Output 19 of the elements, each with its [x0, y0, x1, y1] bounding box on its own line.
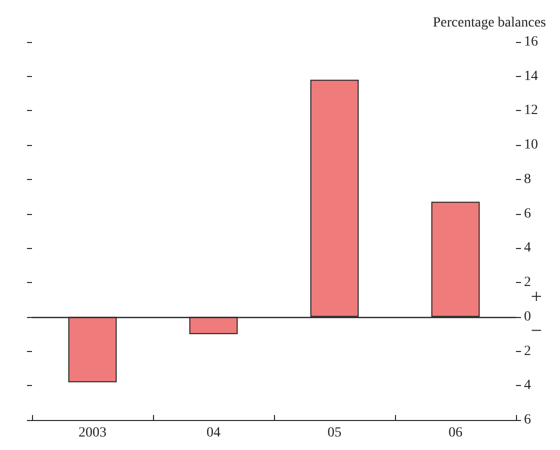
- x-tick-label: 04: [206, 426, 220, 440]
- x-tick-label: 2003: [78, 426, 106, 440]
- y-tick-label: 2: [524, 344, 531, 359]
- y-tick-label: 14: [524, 68, 538, 84]
- y-tick-label: 10: [524, 138, 538, 153]
- y-tick-label: 4: [524, 240, 531, 256]
- text: +: [530, 286, 542, 308]
- y-tick-label: 4: [524, 378, 531, 394]
- y-tick-label: 8: [524, 172, 531, 187]
- y-tick-label: 12: [524, 103, 538, 118]
- y-tick-label: 2: [524, 275, 531, 290]
- x-tick-label: 05: [328, 426, 342, 440]
- y-tick-label: 0: [524, 309, 531, 324]
- y-axis-title: Percentage balances: [432, 16, 546, 30]
- y-tick-label: 16: [524, 34, 538, 50]
- x-tick-label: 06: [448, 426, 462, 440]
- y-tick-label: 6: [524, 412, 531, 428]
- y-tick-label: 6: [524, 206, 531, 222]
- text: −: [530, 320, 542, 342]
